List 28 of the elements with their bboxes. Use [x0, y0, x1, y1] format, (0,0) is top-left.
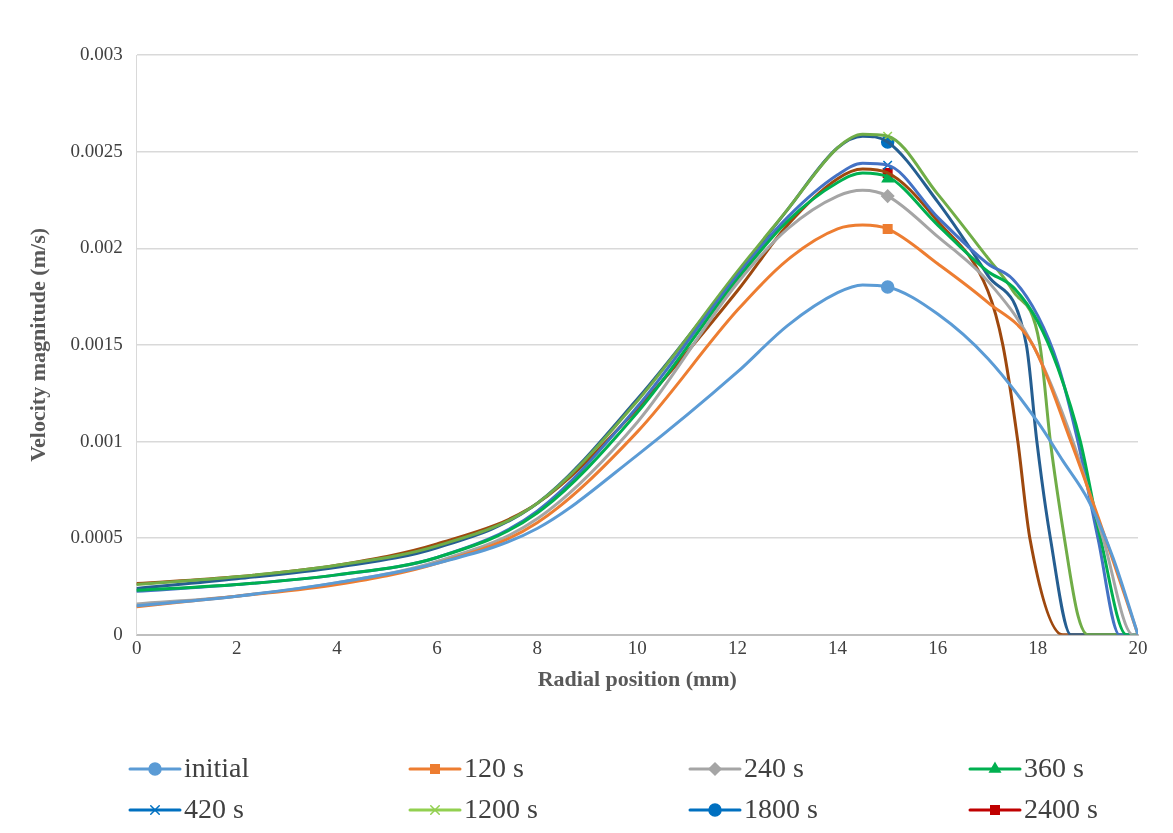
y-tick-label: 0.0005 [70, 526, 123, 548]
y-tick-label: 0.003 [79, 42, 123, 64]
legend-label: 420 s [184, 793, 244, 825]
legend-label: 120 s [464, 752, 524, 784]
y-tick-label: 0.0025 [70, 139, 123, 161]
legend-label: 2400 s [1024, 793, 1098, 825]
legend-label: initial [184, 752, 250, 784]
x-tick-label: 14 [828, 637, 848, 659]
y-axis-title: Velocity magnitude (m/s) [24, 227, 50, 462]
x-tick-label: 20 [1128, 637, 1148, 659]
legend-label: 360 s [1024, 752, 1084, 784]
x-tick-label: 16 [928, 637, 948, 659]
x-tick-label: 0 [131, 637, 142, 659]
x-tick-label: 12 [727, 637, 747, 659]
x-tick-label: 4 [332, 637, 343, 659]
y-tick-label: 0 [113, 622, 123, 644]
y-tick-label: 0.002 [79, 236, 123, 258]
legend-label: 1200 s [464, 793, 538, 825]
x-tick-label: 10 [627, 637, 647, 659]
x-tick-label: 6 [432, 637, 442, 659]
x-axis-title: Radial position (mm) [537, 666, 737, 692]
legend-label: 1800 s [744, 793, 818, 825]
x-tick-label: 18 [1028, 637, 1048, 659]
y-tick-label: 0.001 [79, 429, 123, 451]
y-tick-label: 0.0015 [70, 332, 123, 354]
x-tick-label: 8 [532, 637, 542, 659]
legend-label: 240 s [744, 752, 804, 784]
x-tick-label: 2 [232, 637, 242, 659]
